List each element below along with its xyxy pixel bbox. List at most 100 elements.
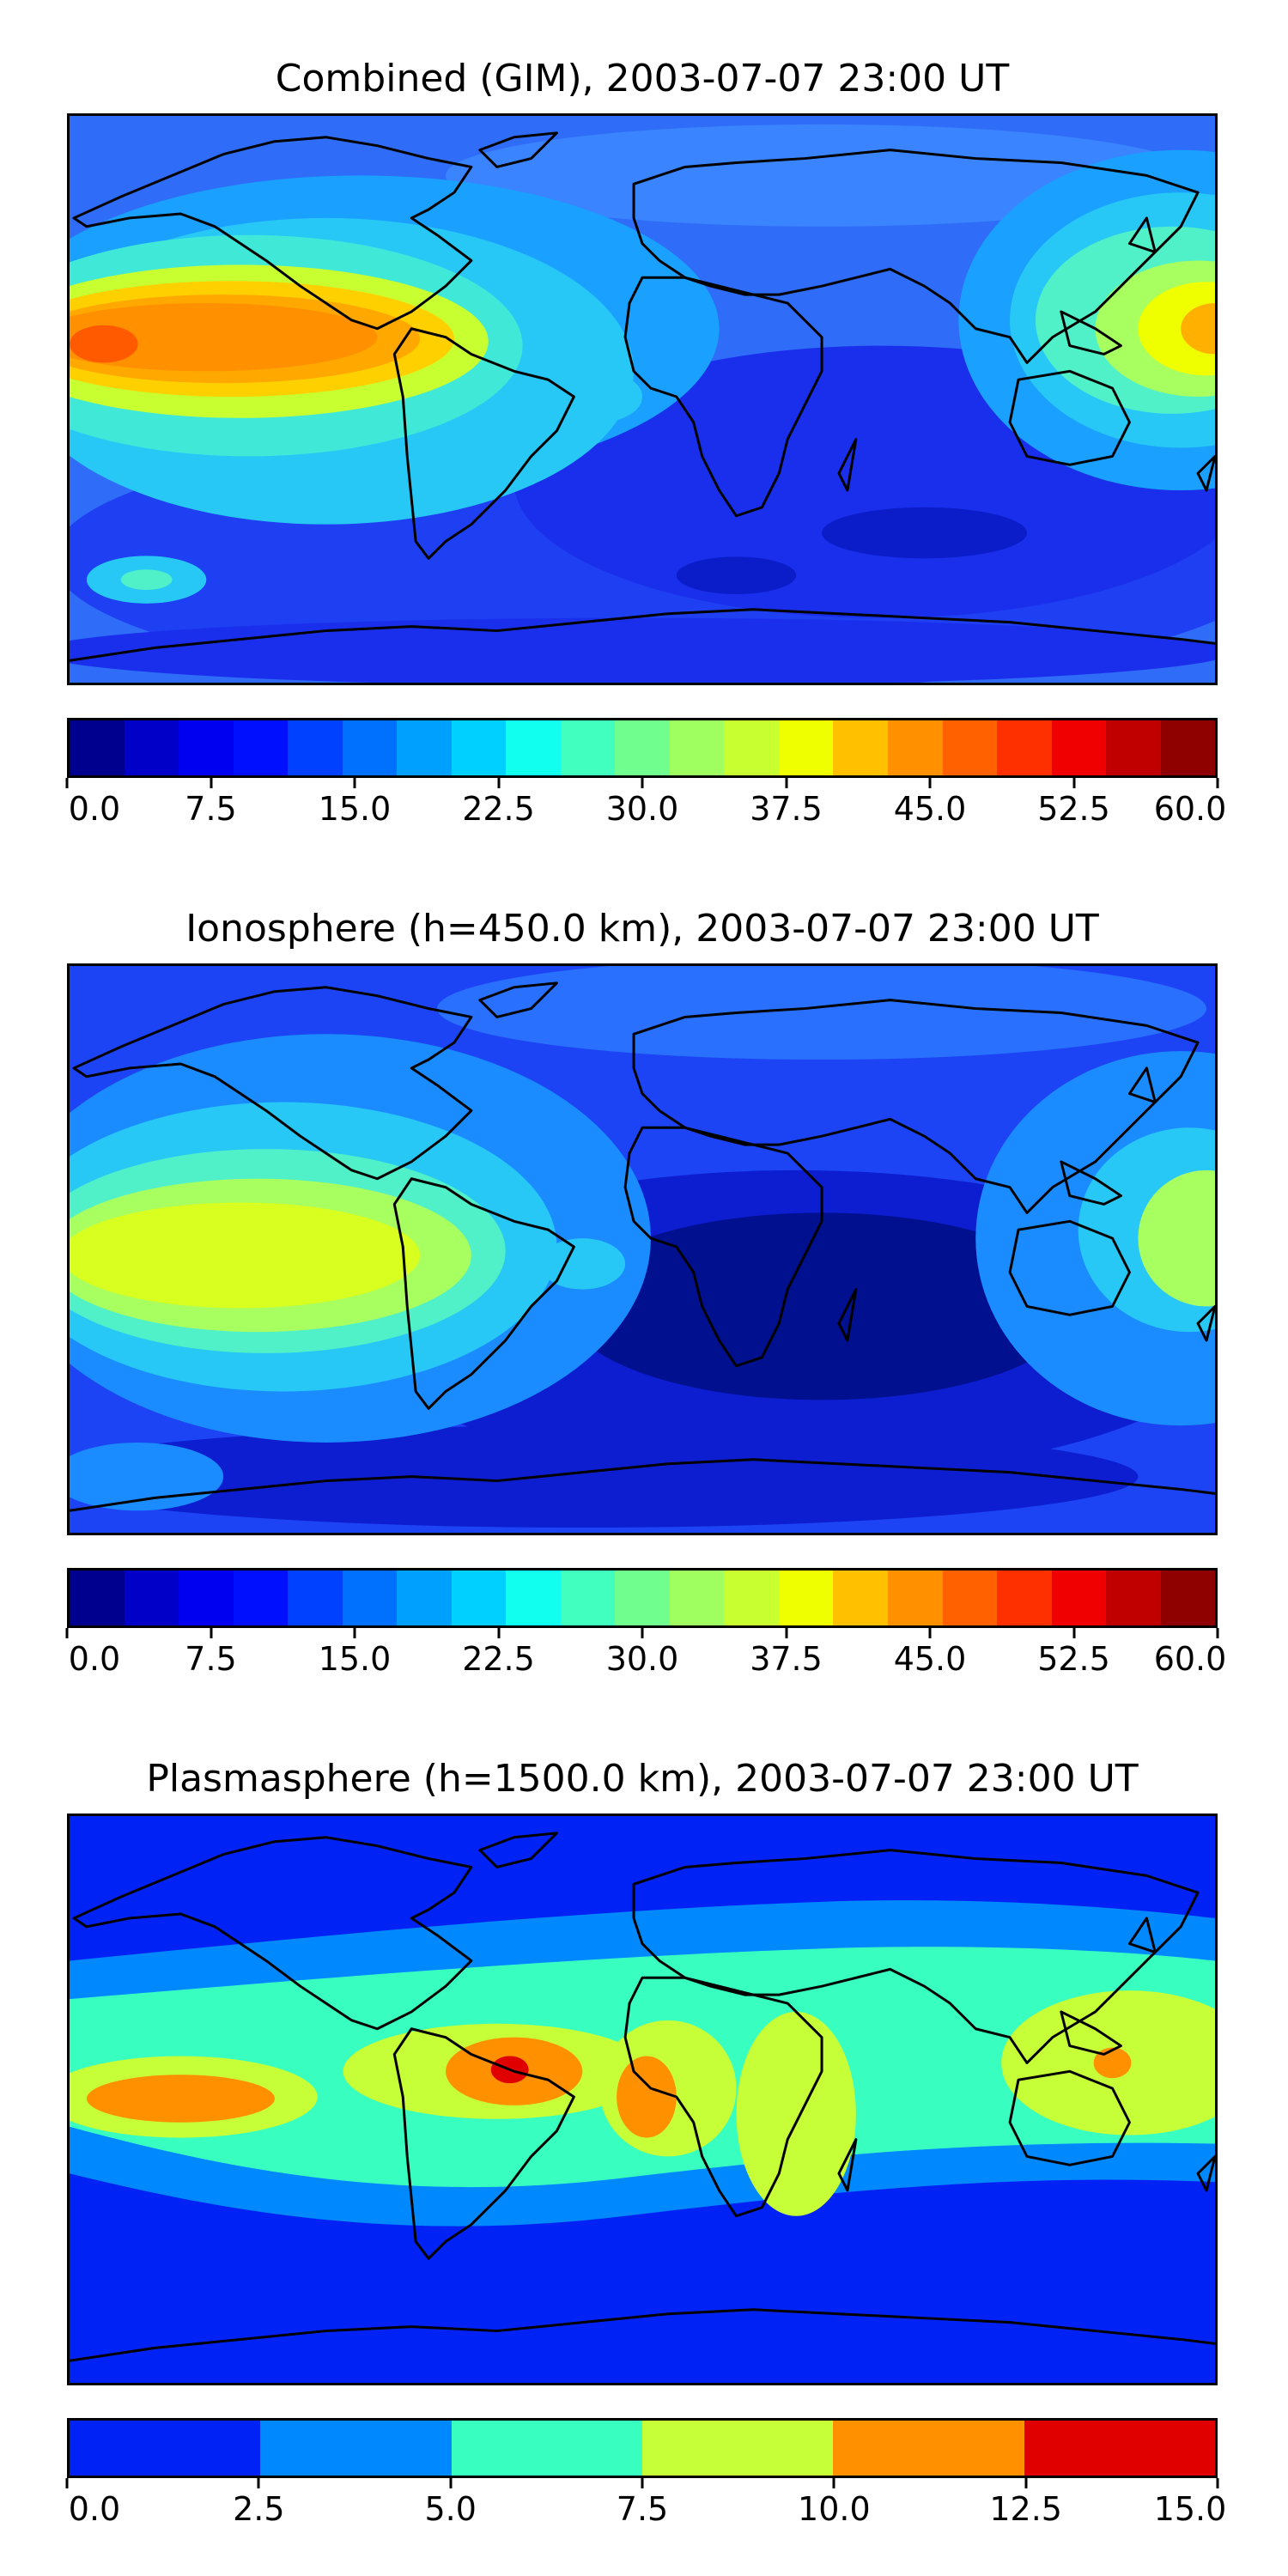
colorbar-tick-label: 7.5 bbox=[185, 790, 237, 828]
colorbar-ticks-plasmasphere: 0.0 2.5 5.0 7.5 10.0 12.5 15.0 bbox=[65, 2478, 1226, 2530]
colorbar-tick-label: 37.5 bbox=[750, 1640, 823, 1678]
colorbar-segment bbox=[942, 720, 998, 775]
colorbar-tick-mark bbox=[785, 778, 787, 788]
colorbar-segment bbox=[451, 2421, 642, 2476]
colorbar-segment bbox=[1106, 720, 1161, 775]
colorbar-segment bbox=[397, 720, 452, 775]
colorbar-tick-label: 45.0 bbox=[893, 790, 967, 828]
tec-field-combined bbox=[70, 116, 1215, 683]
colorbar-tick-label: 15.0 bbox=[318, 1640, 392, 1678]
colorbar-segment bbox=[233, 1571, 289, 1625]
colorbar-segment bbox=[833, 1571, 888, 1625]
colorbar-segment bbox=[397, 1571, 452, 1625]
colorbar-tick-mark bbox=[210, 1628, 212, 1638]
colorbar-segment bbox=[70, 1571, 125, 1625]
colorbar-tick-mark bbox=[832, 2478, 835, 2488]
colorbar-tick-mark bbox=[353, 778, 356, 788]
colorbar-tick-mark bbox=[353, 1628, 356, 1638]
colorbar-tick-mark bbox=[65, 778, 69, 788]
colorbar-tick-label: 37.5 bbox=[750, 790, 823, 828]
colorbar-tick-mark bbox=[65, 1628, 69, 1638]
colorbar-tick-label: 10.0 bbox=[798, 2490, 871, 2528]
colorbar-segment bbox=[233, 720, 289, 775]
colorbar-segment bbox=[1051, 1571, 1107, 1625]
colorbar-tick-mark bbox=[497, 1628, 500, 1638]
colorbar-tick-mark bbox=[641, 778, 644, 788]
colorbar-tick-label: 0.0 bbox=[68, 790, 121, 828]
colorbar-segment bbox=[1106, 1571, 1161, 1625]
colorbar-tick-mark bbox=[785, 1628, 787, 1638]
colorbar-tick-label: 7.5 bbox=[616, 2490, 669, 2528]
colorbar-segment bbox=[887, 720, 943, 775]
colorbar-tick-mark bbox=[1024, 2478, 1028, 2488]
colorbar-segment bbox=[997, 720, 1052, 775]
colorbar-segment bbox=[887, 1571, 943, 1625]
colorbar-tick-label: 30.0 bbox=[605, 790, 679, 828]
colorbar-segment bbox=[1024, 2421, 1215, 2476]
colorbar-tick-label: 0.0 bbox=[68, 1640, 121, 1678]
colorbar-segment bbox=[506, 720, 561, 775]
colorbar-segment bbox=[451, 1571, 507, 1625]
colorbar-tick-label: 52.5 bbox=[1037, 1640, 1110, 1678]
colorbar-tick-label: 52.5 bbox=[1037, 790, 1110, 828]
colorbar-tick-label: 30.0 bbox=[605, 1640, 679, 1678]
colorbar-tick-label: 60.0 bbox=[1153, 790, 1227, 828]
colorbar-tick-label: 22.5 bbox=[462, 1640, 535, 1678]
colorbar-segment bbox=[724, 720, 779, 775]
colorbar-tick-label: 5.0 bbox=[424, 2490, 477, 2528]
panel-title-combined: Combined (GIM), 2003-07-07 23:00 UT bbox=[275, 57, 1010, 100]
colorbar-segment bbox=[1160, 1571, 1215, 1625]
colorbar-segment bbox=[669, 1571, 725, 1625]
colorbar-segment bbox=[124, 720, 179, 775]
colorbar-tick-mark bbox=[449, 2478, 453, 2488]
colorbar-tick-mark bbox=[928, 1628, 932, 1638]
coastlines bbox=[70, 131, 1215, 662]
colorbar-segment bbox=[669, 720, 725, 775]
colorbar-segment bbox=[70, 2421, 261, 2476]
colorbar-tick-label: 7.5 bbox=[185, 1640, 237, 1678]
colorbar-segment bbox=[641, 2421, 834, 2476]
colorbar-segment bbox=[342, 1571, 398, 1625]
colorbar-segment bbox=[179, 1571, 234, 1625]
colorbar-tick-mark bbox=[1072, 778, 1075, 788]
colorbar-combined bbox=[67, 718, 1218, 778]
colorbar-plasmasphere bbox=[67, 2418, 1218, 2478]
map-plasmasphere bbox=[67, 1814, 1218, 2385]
colorbar-tick-label: 15.0 bbox=[1153, 2490, 1227, 2528]
colorbar-segment bbox=[833, 2421, 1024, 2476]
colorbar-tick-mark bbox=[641, 1628, 644, 1638]
colorbar-tick-mark bbox=[1072, 1628, 1075, 1638]
colorbar-ionosphere bbox=[67, 1568, 1218, 1628]
tec-field-plasmasphere bbox=[70, 1816, 1215, 2383]
colorbar-tick-mark bbox=[257, 2478, 260, 2488]
colorbar-segment bbox=[560, 1571, 616, 1625]
colorbar-ticks-combined: 0.0 7.5 15.0 22.5 30.0 37.5 45.0 52.5 60.0 bbox=[65, 778, 1226, 829]
colorbar-segment bbox=[179, 720, 234, 775]
colorbar-segment bbox=[942, 1571, 998, 1625]
colorbar-segment bbox=[342, 720, 398, 775]
colorbar-tick-label: 45.0 bbox=[893, 1640, 967, 1678]
tec-field-ionosphere bbox=[70, 966, 1215, 1533]
colorbar-segment bbox=[124, 1571, 179, 1625]
colorbar-tick-mark bbox=[210, 778, 212, 788]
map-ionosphere bbox=[67, 963, 1218, 1535]
colorbar-segment bbox=[615, 1571, 670, 1625]
panel-title-plasmasphere: Plasmasphere (h=1500.0 km), 2003-07-07 2… bbox=[146, 1757, 1139, 1801]
colorbar-segment bbox=[1160, 720, 1215, 775]
colorbar-segment bbox=[560, 720, 616, 775]
colorbar-segment bbox=[615, 720, 670, 775]
coastlines bbox=[70, 1832, 1215, 2362]
colorbar-tick-mark bbox=[641, 2478, 644, 2488]
colorbar-tick-label: 2.5 bbox=[233, 2490, 285, 2528]
colorbar-tick-mark bbox=[1216, 1628, 1219, 1638]
colorbar-segment bbox=[288, 720, 343, 775]
panel-title-ionosphere: Ionosphere (h=450.0 km), 2003-07-07 23:0… bbox=[185, 907, 1099, 951]
colorbar-tick-mark bbox=[65, 2478, 69, 2488]
colorbar-tick-mark bbox=[928, 778, 932, 788]
colorbar-segment bbox=[833, 720, 888, 775]
colorbar-segment bbox=[70, 720, 125, 775]
colorbar-tick-label: 0.0 bbox=[68, 2490, 121, 2528]
colorbar-tick-label: 22.5 bbox=[462, 790, 535, 828]
colorbar-tick-label: 15.0 bbox=[318, 790, 392, 828]
colorbar-tick-label: 12.5 bbox=[989, 2490, 1062, 2528]
